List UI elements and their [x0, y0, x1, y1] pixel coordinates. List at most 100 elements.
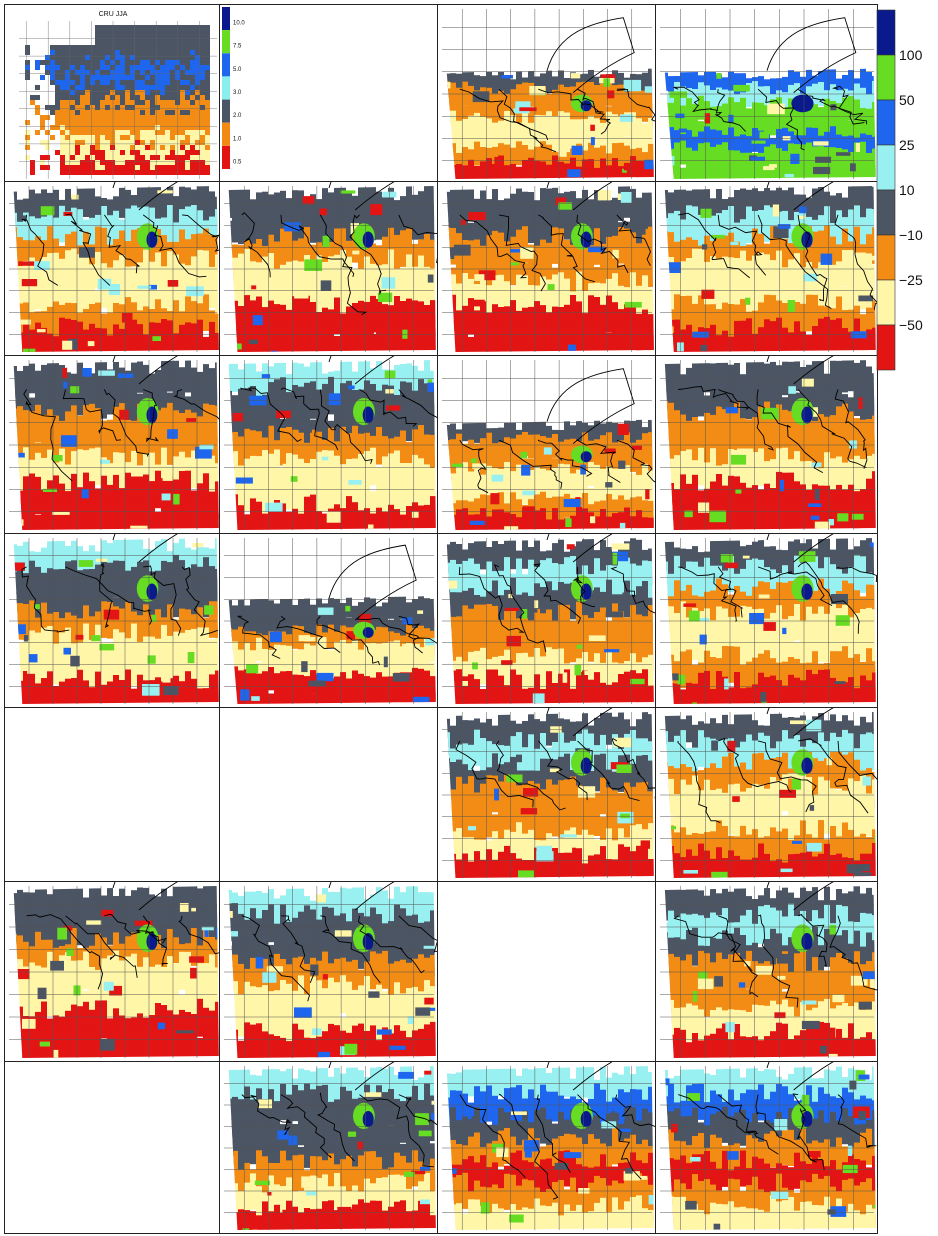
map-cell — [636, 539, 642, 577]
map-cell — [262, 596, 268, 619]
cru-cell — [175, 50, 180, 55]
map-cell — [215, 481, 219, 519]
map-patch — [471, 299, 485, 307]
cru-cell — [120, 150, 125, 155]
map-cell — [35, 595, 41, 633]
map-cell — [770, 321, 776, 352]
panel-svg — [442, 182, 654, 352]
map-patch — [733, 84, 750, 92]
map-cell — [65, 678, 71, 704]
map-cell — [462, 419, 468, 442]
map-cell — [412, 599, 418, 623]
map-cell — [167, 205, 173, 242]
cru-cell — [200, 140, 205, 145]
map-cell — [220, 631, 226, 654]
map-patch — [384, 370, 396, 379]
map-cell — [438, 166, 444, 182]
map-cell — [119, 649, 125, 686]
map-cell — [191, 424, 197, 462]
map-cell — [680, 86, 686, 111]
map-cell — [492, 428, 498, 452]
cru-cell — [195, 125, 200, 130]
cru-cell — [35, 60, 40, 65]
cru-cell — [205, 65, 210, 70]
map-cell — [764, 294, 770, 332]
cru-cell — [25, 60, 30, 65]
map-cell — [546, 164, 552, 179]
cru-cell — [195, 95, 200, 100]
map-cell — [686, 237, 692, 274]
map-cell — [782, 92, 788, 117]
map-cell — [812, 386, 818, 425]
map-cell — [606, 516, 612, 530]
map-cell — [630, 112, 636, 137]
map-cell — [818, 625, 824, 663]
cru-cell — [165, 170, 170, 175]
map-cell — [576, 419, 582, 444]
map-patch — [701, 244, 708, 250]
map-cell — [220, 364, 226, 402]
cru-cell — [145, 155, 150, 160]
map-cell — [119, 367, 125, 406]
cru-cell — [65, 130, 70, 135]
map-cell — [800, 105, 806, 130]
map-cell — [185, 437, 191, 475]
cru-cell — [80, 160, 85, 165]
cru-cell — [155, 50, 160, 55]
map-cell — [268, 382, 274, 420]
map-cell — [582, 538, 588, 576]
map-cell — [674, 455, 680, 493]
map-cell — [137, 500, 143, 530]
map-patch — [13, 562, 25, 571]
map-cell — [394, 616, 400, 640]
map-cell — [71, 451, 77, 489]
map-patch — [301, 661, 308, 673]
map-cell — [860, 68, 866, 91]
map-cell — [446, 138, 450, 163]
map-cell — [486, 235, 492, 272]
map-cell — [588, 295, 594, 332]
map-cell — [746, 206, 752, 244]
map-cell — [704, 412, 710, 451]
cru-cell — [140, 105, 145, 110]
map-cell — [280, 428, 286, 466]
map-cell — [752, 485, 758, 523]
cru-cell — [165, 45, 170, 50]
map-cell — [268, 281, 274, 318]
map-cell — [286, 613, 292, 638]
map-cell — [776, 78, 782, 103]
map-cell — [576, 672, 582, 704]
map-cell — [13, 191, 17, 229]
map-cell — [552, 116, 558, 141]
map-cell — [516, 323, 522, 352]
cru-cell — [170, 70, 175, 75]
cru-cell — [60, 50, 65, 55]
map-cell — [546, 447, 552, 471]
cru-cell — [200, 55, 205, 60]
map-cell — [244, 605, 250, 629]
map-cell — [800, 267, 806, 304]
map-cell — [534, 419, 540, 444]
map-cell — [352, 502, 358, 530]
cru-cell — [80, 85, 85, 90]
map-cell — [77, 669, 83, 704]
map-cell — [131, 623, 137, 661]
cru-cell — [205, 75, 210, 80]
map-patch — [320, 280, 332, 291]
map-cell — [740, 664, 746, 702]
map-blob-core — [801, 406, 813, 424]
cru-cell — [165, 85, 170, 90]
map-cell — [504, 111, 510, 135]
cru-cell — [60, 170, 65, 175]
map-cell — [782, 160, 788, 179]
map-cell — [220, 662, 226, 685]
map-cell — [209, 404, 215, 443]
cru-cell — [95, 65, 100, 70]
map-cell — [394, 450, 400, 488]
map-cell — [41, 257, 47, 294]
cru-cell — [205, 25, 210, 30]
map-cell — [692, 561, 698, 599]
cru-cell — [85, 65, 90, 70]
map-cell — [209, 650, 215, 687]
map-cell — [89, 429, 95, 468]
